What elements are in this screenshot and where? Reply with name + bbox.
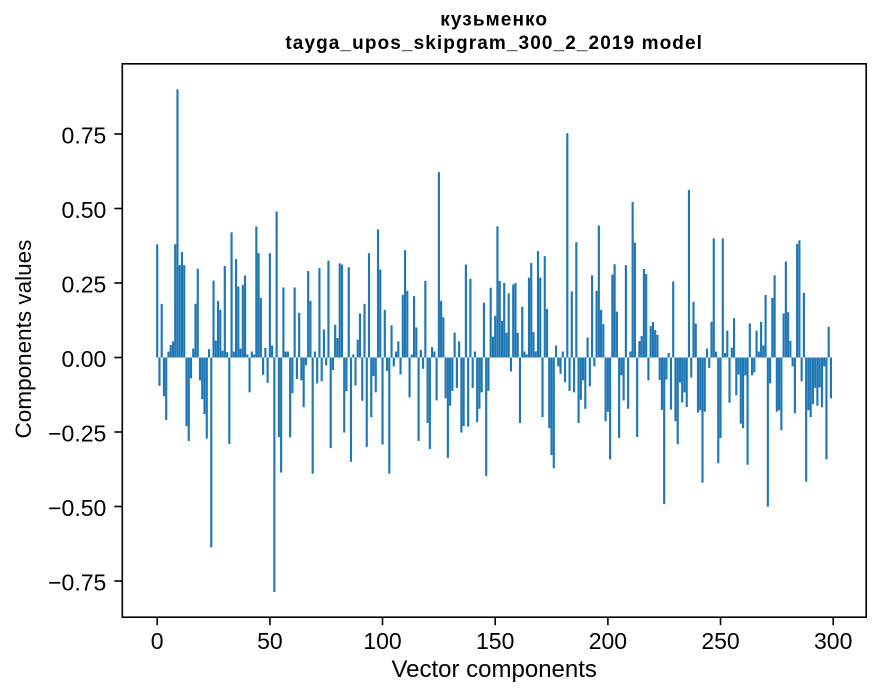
svg-text:150: 150: [476, 628, 514, 654]
svg-text:0.75: 0.75: [62, 123, 107, 149]
svg-text:Components values: Components values: [11, 240, 36, 439]
svg-text:−0.25: −0.25: [48, 421, 106, 447]
svg-text:−0.75: −0.75: [48, 570, 106, 596]
svg-text:300: 300: [814, 628, 852, 654]
svg-text:0.25: 0.25: [62, 272, 107, 298]
svg-text:tayga_upos_skipgram_300_2_2019: tayga_upos_skipgram_300_2_2019 model: [285, 33, 703, 54]
svg-text:200: 200: [589, 628, 627, 654]
svg-text:Vector components: Vector components: [391, 656, 596, 683]
svg-text:100: 100: [363, 628, 401, 654]
svg-text:50: 50: [257, 628, 283, 654]
svg-text:кузьменко: кузьменко: [440, 10, 548, 31]
svg-text:250: 250: [701, 628, 739, 654]
svg-text:0: 0: [151, 628, 164, 654]
svg-text:−0.50: −0.50: [48, 495, 106, 521]
svg-text:0.50: 0.50: [62, 197, 107, 223]
svg-text:0.00: 0.00: [62, 346, 107, 372]
